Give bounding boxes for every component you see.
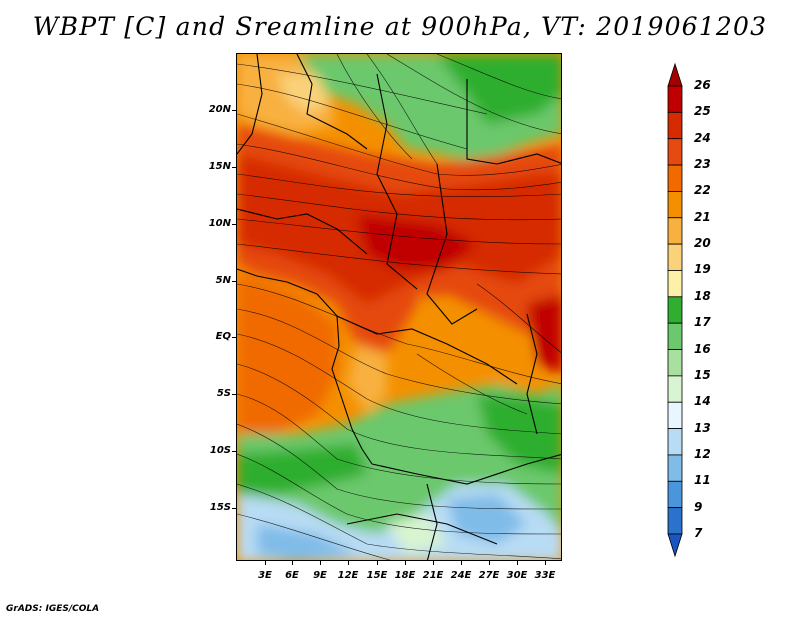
colorbar-segment xyxy=(667,480,683,509)
colorbar-segments xyxy=(667,62,683,558)
colorbar-bottom-triangle xyxy=(667,533,683,558)
y-tick-label-20n: 20N xyxy=(208,104,231,115)
y-tick xyxy=(232,451,236,452)
colorbar-label: 16 xyxy=(694,341,711,356)
colorbar-segment xyxy=(667,217,683,245)
x-tick xyxy=(320,561,321,565)
colorbar-segment xyxy=(667,375,683,403)
colorbar-label: 18 xyxy=(694,288,711,303)
y-tick-label-10n: 10N xyxy=(208,218,231,229)
x-tick-label-9e: 9E xyxy=(313,570,327,581)
x-tick-label-33e: 33E xyxy=(534,570,556,581)
x-tick-label-12e: 12E xyxy=(337,570,359,581)
x-tick xyxy=(433,561,434,565)
x-tick xyxy=(292,561,293,565)
colorbar-label: 7 xyxy=(694,526,703,540)
colorbar-label: 22 xyxy=(694,183,711,198)
y-tick xyxy=(232,224,236,225)
map-title: WBPT [C] and Sreamline at 900hPa, VT: 20… xyxy=(32,12,768,41)
y-tick xyxy=(232,281,236,282)
colorbar-segment xyxy=(667,454,683,482)
y-tick xyxy=(232,167,236,168)
y-tick xyxy=(232,394,236,395)
colorbar-segment xyxy=(667,111,683,140)
colorbar-label: 9 xyxy=(694,499,703,514)
colorbar-segment xyxy=(667,296,683,324)
colorbar-segment xyxy=(667,401,683,429)
y-tick-label-5s: 5S xyxy=(216,388,231,399)
colorbar-label: 15 xyxy=(694,367,711,382)
x-tick-label-27e: 27E xyxy=(478,570,500,581)
x-tick-label-21e: 21E xyxy=(422,570,444,581)
y-tick-label-15n: 15N xyxy=(208,161,231,172)
colorbar-label: 21 xyxy=(694,209,711,224)
colorbar-segment xyxy=(667,428,683,456)
colorbar-segment xyxy=(667,191,683,219)
x-tick xyxy=(348,561,349,565)
y-tick-label-eq: EQ xyxy=(215,331,231,342)
x-tick-label-30e: 30E xyxy=(506,570,528,581)
x-tick-label-24e: 24E xyxy=(450,570,472,581)
borders xyxy=(237,54,561,560)
x-tick xyxy=(489,561,490,565)
colorbar-label: 24 xyxy=(694,130,711,145)
colorbar-label: 12 xyxy=(694,446,711,461)
colorbar-label: 26 xyxy=(694,78,711,92)
colorbar-segment xyxy=(667,164,683,192)
x-tick-label-18e: 18E xyxy=(394,570,416,581)
map-panel xyxy=(236,53,562,561)
colorbar-label: 20 xyxy=(694,236,711,251)
x-tick xyxy=(517,561,518,565)
streamlines xyxy=(237,54,561,560)
x-tick xyxy=(461,561,462,565)
x-tick-label-6e: 6E xyxy=(285,570,299,581)
colorbar-label: 25 xyxy=(694,104,711,119)
colorbar-segment xyxy=(667,138,683,166)
x-tick xyxy=(265,561,266,565)
colorbar-top-triangle xyxy=(667,62,683,87)
y-tick-label-15s: 15S xyxy=(209,502,231,513)
grads-credit: GrADS: IGES/COLA xyxy=(6,604,100,614)
colorbar-label: 23 xyxy=(694,157,711,172)
colorbar-segment xyxy=(667,85,683,113)
colorbar-segment xyxy=(667,322,683,350)
x-tick xyxy=(377,561,378,565)
x-tick xyxy=(545,561,546,565)
y-tick xyxy=(232,508,236,509)
colorbar-segment xyxy=(667,243,683,271)
x-tick-label-3e: 3E xyxy=(258,570,272,581)
y-tick-label-10s: 10S xyxy=(209,445,231,456)
colorbar-label: 14 xyxy=(694,394,711,409)
colorbar-label: 17 xyxy=(694,315,711,330)
colorbar-label: 13 xyxy=(694,420,711,435)
colorbar-segment xyxy=(667,270,683,298)
y-tick-label-5n: 5N xyxy=(215,275,231,286)
colorbar-segment xyxy=(667,349,683,377)
colorbar-label: 19 xyxy=(694,262,711,277)
wbpt-streamline-map xyxy=(237,54,561,560)
colorbar-label: 11 xyxy=(694,473,711,488)
wbpt-field xyxy=(237,54,561,560)
y-tick xyxy=(232,337,236,338)
y-tick xyxy=(232,110,236,111)
colorbar xyxy=(667,62,683,558)
x-tick xyxy=(405,561,406,565)
x-tick-label-15e: 15E xyxy=(366,570,388,581)
colorbar-segment xyxy=(667,507,683,535)
